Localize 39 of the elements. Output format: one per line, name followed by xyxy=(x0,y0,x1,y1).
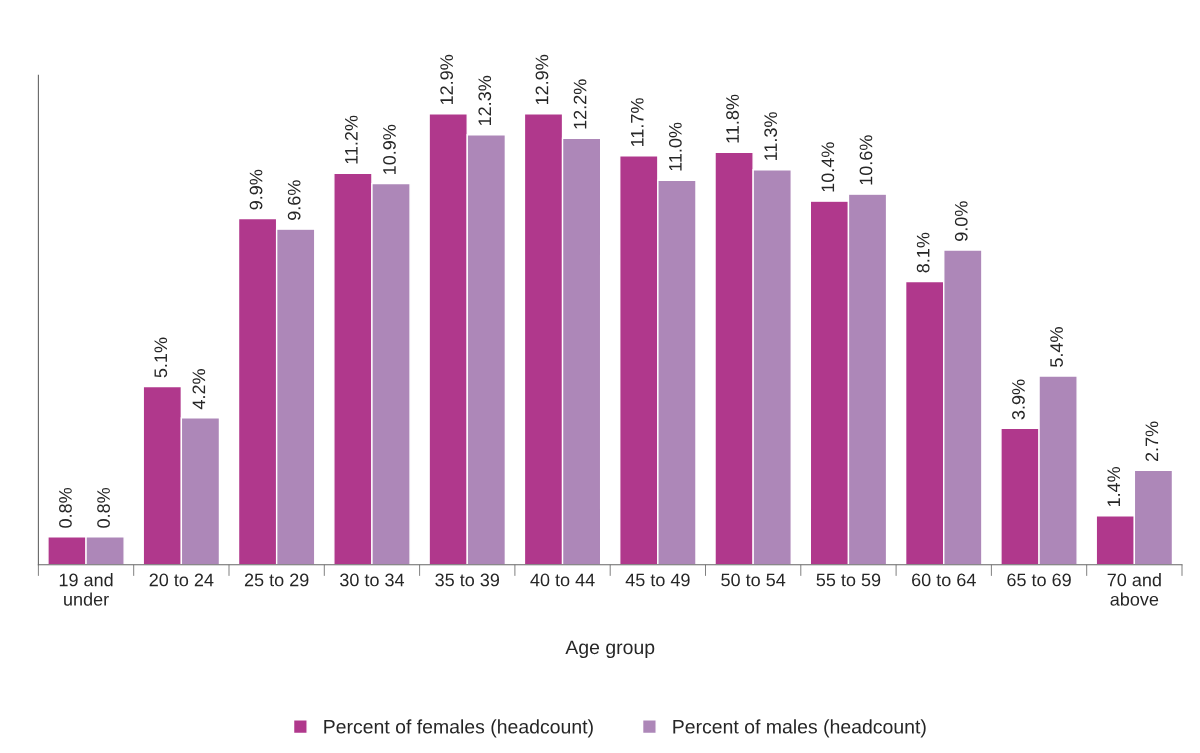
data-label: 5.1% xyxy=(154,337,168,378)
data-label: 1.4% xyxy=(1107,466,1121,507)
data-label: 11.2% xyxy=(344,115,358,164)
data-label: 10.6% xyxy=(859,135,873,185)
x-axis-title: Age group xyxy=(565,640,655,659)
data-label: 11.0% xyxy=(668,122,682,171)
data-label: 10.4% xyxy=(821,142,835,192)
data-label: 12.2% xyxy=(573,79,587,129)
x-tick-label: 50 to 54 xyxy=(721,573,786,587)
x-tick-label: 65 to 69 xyxy=(1007,573,1071,587)
data-label: 8.1% xyxy=(916,232,930,273)
data-label: 2.7% xyxy=(1145,421,1159,462)
data-label: 12.9% xyxy=(535,54,549,105)
data-label: 11.8% xyxy=(726,94,739,143)
x-tick-label: 25 to 29 xyxy=(244,573,309,587)
data-label: 12.3% xyxy=(478,75,492,126)
data-label: 12.9% xyxy=(440,54,454,105)
x-tick-label: 40 to 44 xyxy=(530,573,595,587)
data-label: 10.9% xyxy=(383,124,396,174)
x-tick-label: 30 to 34 xyxy=(340,573,405,587)
data-label: 11.7% xyxy=(630,98,644,146)
x-tick-label: 55 to 59 xyxy=(816,573,881,587)
data-label: 9.6% xyxy=(287,180,301,220)
data-label: 0.8% xyxy=(59,487,72,528)
x-tick-label: 20 to 24 xyxy=(149,573,214,587)
data-label: 3.9% xyxy=(1012,379,1025,420)
data-label: 9.9% xyxy=(249,169,263,210)
x-tick-label: 45 to 49 xyxy=(625,573,690,587)
data-label: 5.4% xyxy=(1050,327,1063,367)
x-tick-label: 60 to 64 xyxy=(912,573,976,587)
data-label: 4.2% xyxy=(192,369,206,410)
x-tick-label: 70 and above xyxy=(1107,573,1161,606)
data-label: 0.8% xyxy=(97,487,110,528)
x-tick-label: 35 to 39 xyxy=(435,573,500,587)
data-label: 9.0% xyxy=(954,201,968,241)
legend-label: Percent of females (headcount) xyxy=(324,719,593,738)
data-label: 11.3% xyxy=(764,112,778,160)
x-tick-label: 19 and under xyxy=(59,573,113,606)
legend-label: Percent of males (headcount) xyxy=(673,719,926,738)
